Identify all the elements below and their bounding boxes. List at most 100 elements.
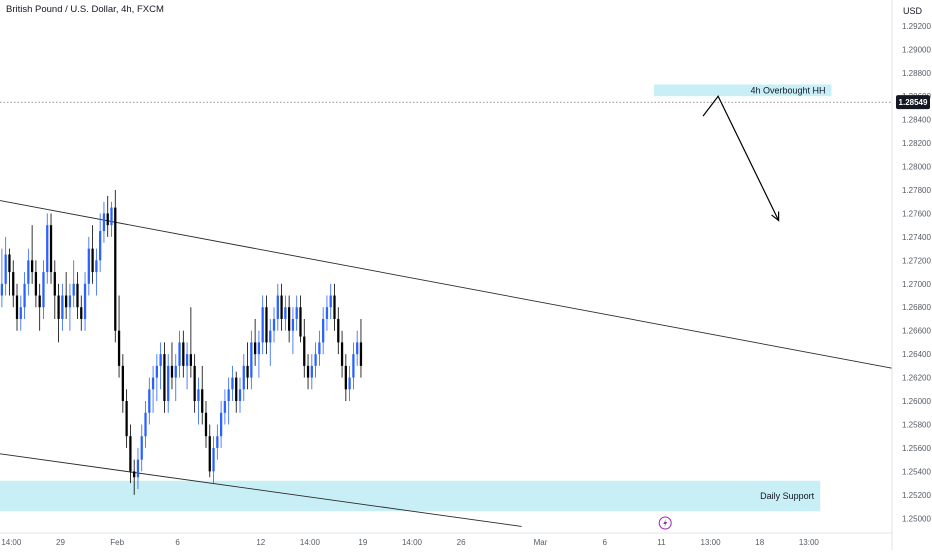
candle[interactable] [174,354,177,402]
candle[interactable] [238,377,242,413]
candle[interactable] [306,354,310,390]
candle[interactable] [23,272,26,319]
candle[interactable] [208,424,211,478]
candle[interactable] [87,236,90,296]
candle[interactable] [133,459,136,495]
x-axis[interactable]: 14:00 29 Feb 6 12 14:00 19 14:00 26 Mar 6 11 13:00 18… [0,516,892,547]
candle[interactable] [148,377,151,425]
candle[interactable] [318,330,321,366]
candle[interactable] [4,236,7,296]
candle[interactable] [204,401,208,448]
candle[interactable] [61,283,64,331]
candle[interactable] [219,401,223,448]
candle[interactable] [15,283,19,331]
candle[interactable] [185,342,189,390]
candle[interactable] [144,401,147,448]
candle[interactable] [34,260,38,308]
candle[interactable] [159,342,162,390]
zone-4h-overbought[interactable] [653,84,832,97]
candle[interactable] [291,307,295,355]
candle[interactable] [30,225,34,284]
candle[interactable] [76,272,79,319]
candle[interactable] [261,295,264,355]
candle[interactable] [340,330,344,378]
candle[interactable] [125,389,128,448]
candle[interactable] [46,213,49,284]
candle[interactable] [136,447,140,489]
y-axis[interactable]: 1.25000 1.25200 1.25400 1.25600 1.25800 1.260… [891,0,932,550]
candle[interactable] [49,213,53,284]
candle[interactable] [72,260,75,308]
candle[interactable] [27,248,30,296]
candle[interactable] [151,365,155,413]
candle[interactable] [95,248,98,296]
candle[interactable] [344,354,347,402]
candle[interactable] [276,283,279,331]
candle[interactable] [110,201,113,237]
candle[interactable] [129,424,132,484]
candle[interactable] [329,283,332,319]
candle[interactable] [314,342,317,378]
candle[interactable] [68,283,72,331]
candle[interactable] [337,307,340,355]
candle[interactable] [189,307,193,378]
candle[interactable] [253,318,257,366]
candle[interactable] [216,424,219,460]
candle[interactable] [348,365,351,402]
candle[interactable] [352,342,355,390]
candle[interactable] [310,354,313,390]
candle[interactable] [325,295,329,331]
candle[interactable] [356,330,359,366]
candle[interactable] [359,318,363,378]
candle[interactable] [42,260,45,319]
candle[interactable] [53,260,56,319]
candle[interactable] [299,295,302,343]
candle[interactable] [265,295,268,355]
candle[interactable] [80,295,83,331]
candle[interactable] [295,295,298,331]
last-price-tag[interactable] [896,95,930,110]
candle[interactable] [8,248,11,296]
candle[interactable] [99,213,102,273]
candle[interactable] [193,354,196,413]
candle[interactable] [212,436,215,484]
candle[interactable] [201,365,204,425]
candle[interactable] [223,389,227,425]
candle[interactable] [167,354,170,413]
candle[interactable] [284,295,287,331]
candle[interactable] [272,307,276,343]
candle[interactable] [91,225,94,284]
candle[interactable] [106,195,109,237]
candle[interactable] [197,377,200,425]
candle[interactable] [155,354,158,402]
candle[interactable] [140,424,143,472]
candle[interactable] [38,283,41,331]
candle[interactable] [178,330,181,378]
candle[interactable] [114,190,117,343]
candle[interactable] [121,354,124,413]
channel-upper-line[interactable] [0,200,893,369]
projection-path[interactable] [702,95,780,221]
lightning-event-icon[interactable] [658,516,672,530]
candle[interactable] [288,295,291,343]
zone-daily-support[interactable] [0,480,821,512]
candle[interactable] [83,272,87,331]
currency-label[interactable]: USD [902,6,922,16]
candle[interactable] [19,295,22,331]
candle[interactable] [250,330,253,390]
candle[interactable] [269,318,272,366]
candle[interactable] [242,354,245,402]
candle[interactable] [12,260,15,308]
candle[interactable] [65,272,68,319]
symbol-title[interactable]: British Pound / U.S. Dollar, 4h, FXCM [6,4,164,15]
candle[interactable] [57,283,60,343]
candle[interactable] [333,283,336,331]
channel-lower-line[interactable] [0,453,522,527]
candle[interactable] [235,371,238,413]
candle[interactable] [0,248,4,308]
candle[interactable] [303,318,306,378]
candle[interactable] [182,330,185,378]
candle[interactable] [231,365,234,402]
